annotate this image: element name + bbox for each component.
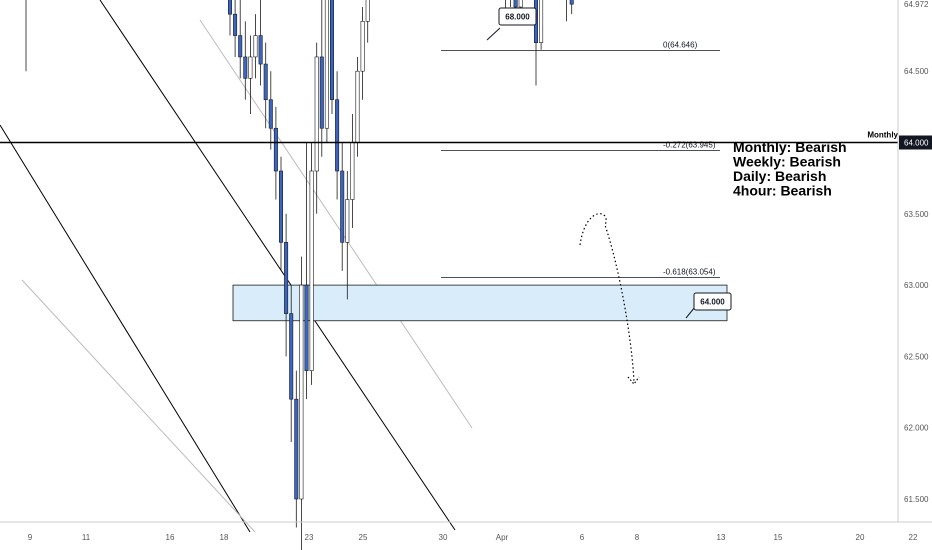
y-axis: 68.50068.00067.50067.00066.50066.00065.5… bbox=[897, 0, 932, 550]
zone-box[interactable] bbox=[232, 284, 728, 322]
x-tick-label: 11 bbox=[82, 533, 91, 542]
candle-body[interactable] bbox=[243, 56, 248, 79]
x-axis: 9 11 16 18 23 25 30 Apr 6 8 13 15 20 22 bbox=[0, 521, 932, 542]
candle-body[interactable] bbox=[273, 127, 278, 172]
bias-line: 4hour: Bearish bbox=[733, 183, 832, 199]
callout-68-text: 68.000 bbox=[505, 13, 530, 22]
candle-body[interactable] bbox=[365, 0, 370, 22]
candle-body[interactable] bbox=[299, 284, 304, 500]
candles bbox=[25, 0, 574, 550]
candle-body[interactable] bbox=[258, 35, 263, 65]
x-tick-label: 23 bbox=[305, 533, 314, 542]
x-tick-label: 15 bbox=[774, 533, 783, 542]
x-tick-label: 25 bbox=[359, 533, 368, 542]
candle-body[interactable] bbox=[314, 56, 319, 172]
y-tick-label: 63.500 bbox=[904, 210, 929, 219]
candle-body[interactable] bbox=[340, 170, 345, 243]
candle-body[interactable] bbox=[278, 170, 283, 243]
projection-arrowhead bbox=[627, 376, 640, 385]
zones bbox=[232, 284, 728, 322]
candle-body[interactable] bbox=[345, 199, 350, 243]
x-tick-label: 13 bbox=[717, 533, 726, 542]
candle-body[interactable] bbox=[324, 0, 329, 129]
projection-curve bbox=[579, 213, 635, 383]
candle-body[interactable] bbox=[569, 0, 574, 5]
callout-68-box[interactable] bbox=[498, 7, 537, 26]
candle-body[interactable] bbox=[309, 170, 314, 371]
candle-body[interactable] bbox=[304, 284, 309, 371]
candle-body[interactable] bbox=[228, 0, 233, 15]
y-axis-panel bbox=[898, 0, 932, 550]
candle-body[interactable] bbox=[350, 142, 355, 200]
channel-line bbox=[0, 124, 251, 533]
price-callouts: 68.000 64.000 bbox=[486, 7, 732, 319]
candle-body[interactable] bbox=[513, 0, 518, 8]
candle-body[interactable] bbox=[294, 398, 299, 500]
candle-body[interactable] bbox=[248, 56, 253, 79]
x-tick-label: Apr bbox=[496, 533, 509, 542]
candle-body[interactable] bbox=[238, 35, 243, 58]
candle-body[interactable] bbox=[263, 63, 268, 101]
callout-68-pointer bbox=[486, 27, 501, 41]
x-tick-label: 22 bbox=[909, 533, 918, 542]
channel-line bbox=[99, 0, 456, 531]
channel-line bbox=[21, 279, 256, 533]
x-tick-label: 9 bbox=[28, 533, 33, 542]
candle-body[interactable] bbox=[284, 242, 289, 314]
x-tick-label: 16 bbox=[166, 533, 175, 542]
y-tick-label: 63.000 bbox=[904, 281, 929, 290]
channel-lines bbox=[0, 0, 473, 533]
channel-line bbox=[199, 19, 473, 429]
x-tick-label: 8 bbox=[635, 533, 640, 542]
candle-body[interactable] bbox=[329, 0, 334, 101]
candle-body[interactable] bbox=[319, 56, 324, 129]
current-price-label: 64.000 bbox=[904, 139, 929, 148]
current-price-tag bbox=[899, 135, 932, 150]
callout-64-pointer bbox=[685, 306, 696, 319]
monthly-label: Monthly bbox=[867, 131, 898, 140]
x-tick-label: 30 bbox=[439, 533, 448, 542]
candle-body[interactable] bbox=[355, 70, 360, 143]
y-tick-label: 62.000 bbox=[904, 424, 929, 433]
fib-level-label: -0.272(63.945) bbox=[663, 140, 716, 149]
candle-body[interactable] bbox=[233, 13, 238, 36]
monthly-level: Monthly bbox=[0, 131, 899, 144]
projection-path bbox=[579, 213, 640, 385]
candle-body[interactable] bbox=[539, 0, 544, 43]
candle-body[interactable] bbox=[268, 99, 273, 129]
bias-line: Monthly: Bearish bbox=[733, 139, 847, 155]
candle-body[interactable] bbox=[518, 0, 523, 8]
candle-body[interactable] bbox=[335, 99, 340, 172]
bias-line: Daily: Bearish bbox=[733, 168, 826, 184]
callout-64-box[interactable] bbox=[693, 292, 732, 311]
y-tick-label: 64.972 bbox=[904, 0, 929, 9]
y-tick-label: 64.500 bbox=[904, 67, 929, 76]
bias-line: Weekly: Bearish bbox=[733, 154, 841, 170]
y-tick-label: 61.500 bbox=[904, 495, 929, 504]
callout-64-text: 64.000 bbox=[700, 298, 725, 307]
y-tick-label: 62.500 bbox=[904, 352, 929, 361]
fib-level-label: 0(64.646) bbox=[663, 40, 698, 49]
fibonacci-levels: 1(67.220)0.886(66.927)0.786(66.669)0.618… bbox=[441, 40, 720, 278]
candle-body[interactable] bbox=[360, 20, 365, 72]
x-tick-label: 20 bbox=[856, 533, 865, 542]
candle-body[interactable] bbox=[253, 35, 258, 58]
fib-level-label: -0.618(63.054) bbox=[663, 267, 716, 276]
candle-body[interactable] bbox=[289, 313, 294, 400]
x-tick-label: 18 bbox=[220, 533, 229, 542]
x-tick-label: 6 bbox=[580, 533, 585, 542]
